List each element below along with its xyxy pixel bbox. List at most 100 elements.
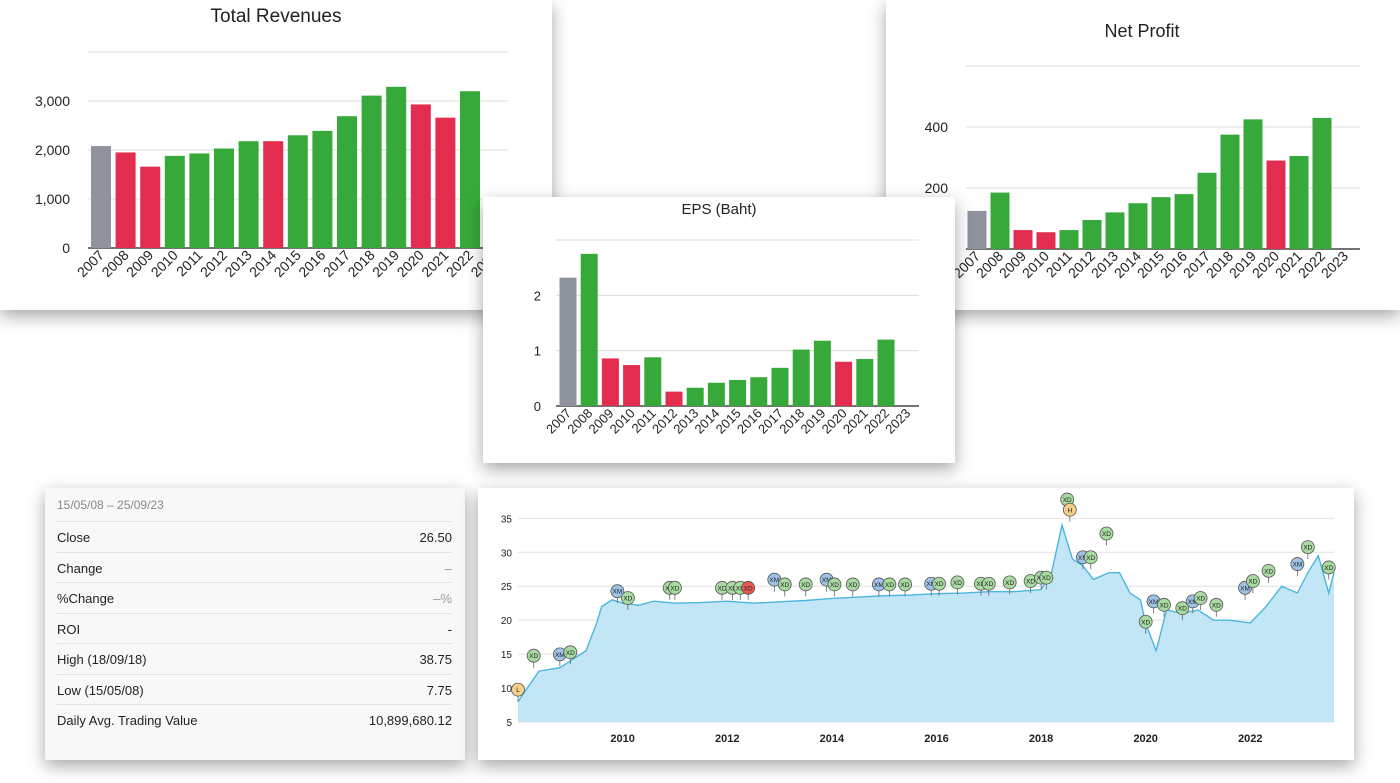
- event-marker-green: [981, 576, 996, 591]
- event-marker-green: [1246, 574, 1260, 588]
- event-marker-label: XD: [848, 582, 857, 589]
- price-area-chart[interactable]: 5 10 15 20 25 30 35 2010 2012 2014 2016 2018 2020 202…: [478, 488, 1354, 760]
- bar-2008: [115, 152, 136, 248]
- event-marker-label: XD: [801, 582, 810, 589]
- eps-card: EPS (Baht) 0 1 2 2007 2008 2009 2010 2011 2012 201…: [483, 197, 955, 463]
- x-tick-label: 2016: [924, 733, 948, 745]
- stat-value: –: [444, 560, 452, 576]
- bar-2008: [990, 192, 1010, 249]
- y-tick-label: 200: [925, 180, 949, 196]
- event-marker-label: XD: [1102, 531, 1111, 538]
- bar-2008: [580, 253, 598, 406]
- bar-2013: [1105, 212, 1125, 249]
- stat-row: Close 26.50: [57, 521, 452, 552]
- y-tick-label: 2: [534, 288, 541, 303]
- event-marker-green: [563, 645, 578, 660]
- event-marker-green: [620, 591, 635, 605]
- event-marker-green: [1002, 575, 1017, 590]
- bar-2010: [164, 155, 185, 248]
- event-marker-label: XD: [1141, 619, 1150, 626]
- y-tick-label: 3,000: [35, 93, 70, 109]
- bar-2007: [967, 210, 987, 249]
- stat-label: Daily Avg. Trading Value: [57, 713, 198, 728]
- stat-value: –%: [433, 591, 452, 606]
- bar-2019: [386, 86, 407, 248]
- x-tick-label: 2010: [610, 733, 634, 745]
- event-marker-green: [526, 648, 541, 663]
- event-marker-label: L: [516, 687, 520, 694]
- bar-2016: [312, 130, 333, 248]
- stat-label: Change: [57, 560, 103, 576]
- stat-label: Close: [57, 530, 91, 545]
- bar-2015: [287, 135, 308, 248]
- event-marker-label: XD: [1196, 596, 1205, 603]
- event-marker-label: XD: [1178, 606, 1187, 613]
- bar-2011: [1059, 230, 1079, 249]
- bar-2007: [91, 146, 111, 248]
- bar-2022: [1312, 117, 1332, 249]
- event-marker-green: [798, 577, 813, 592]
- x-tick-label: 2015: [271, 247, 304, 280]
- x-tick-label: 2009: [123, 247, 156, 280]
- stat-row: Low (15/05/08) 7.75: [57, 673, 452, 705]
- event-marker-green: [1209, 597, 1224, 612]
- bar-2010: [623, 365, 641, 406]
- bar-2020: [410, 104, 431, 249]
- bar-2021: [435, 117, 456, 248]
- x-tick-label: 2010: [148, 247, 181, 280]
- bar-2019: [1243, 119, 1263, 249]
- event-marker-label: XD: [885, 582, 894, 589]
- event-marker-red: [741, 580, 756, 595]
- bar-2018: [361, 95, 382, 248]
- event-marker-label: XD: [623, 596, 632, 603]
- stat-label: High (18/09/18): [57, 652, 147, 667]
- x-tick-label: 2013: [221, 247, 254, 280]
- event-marker-label: XM: [926, 581, 936, 588]
- stat-value: 7.75: [426, 682, 452, 698]
- event-marker-label: XM: [822, 577, 832, 584]
- event-marker-label: XM: [1240, 585, 1250, 592]
- event-marker-label: XD: [1063, 497, 1072, 504]
- event-marker-label: XD: [976, 581, 985, 588]
- x-tick-label: 2012: [715, 733, 739, 745]
- stat-label: Low (15/05/08): [57, 682, 144, 698]
- total-revenues-chart: Total Revenues01,0002,0003,0002007200820…: [35, 6, 508, 280]
- bar-2020: [1266, 160, 1286, 249]
- event-marker-label: XD: [1264, 568, 1273, 575]
- net-profit-chart: Net Profit200400200720082009201020112012…: [925, 21, 1360, 281]
- bar-2018: [1220, 134, 1240, 249]
- event-marker-green: [1175, 601, 1190, 616]
- bar-2009: [140, 166, 161, 248]
- event-marker-green: [845, 577, 860, 592]
- x-tick-label: 2012: [197, 247, 230, 280]
- event-marker-label: XD: [935, 581, 944, 588]
- x-tick-label: 2022: [1238, 733, 1262, 745]
- bar-2021: [856, 358, 874, 406]
- y-tick-label: 25: [501, 582, 513, 593]
- event-marker-green: [1138, 614, 1153, 629]
- bar-2022: [877, 339, 895, 406]
- price-area: [518, 525, 1334, 722]
- event-marker-label: XM: [769, 577, 779, 584]
- x-tick-label: 2014: [820, 733, 845, 745]
- event-marker-label: XM: [1078, 555, 1088, 562]
- x-tick-label: 2023: [882, 406, 913, 437]
- bar-2018: [792, 349, 810, 406]
- event-marker-label: XD: [830, 582, 839, 589]
- event-marker-green: [1083, 550, 1098, 565]
- bar-2021: [1289, 155, 1309, 249]
- event-marker-label: XD: [1212, 602, 1221, 609]
- event-marker-green: [1099, 526, 1114, 541]
- y-tick-label: 20: [501, 616, 513, 627]
- y-tick-label: 400: [925, 119, 949, 135]
- event-marker-label: XD: [984, 581, 993, 588]
- event-marker-green: [882, 577, 897, 592]
- event-marker-green: [950, 575, 965, 590]
- y-tick-label: 1: [534, 344, 541, 359]
- event-marker-label: XD: [1086, 555, 1095, 562]
- x-tick-label: 2018: [344, 247, 377, 280]
- eps-chart: EPS (Baht)012200720082009201020112012201…: [534, 201, 919, 437]
- event-marker-green: [1261, 563, 1276, 578]
- bar-2014: [263, 141, 284, 248]
- event-marker-green: [777, 577, 792, 592]
